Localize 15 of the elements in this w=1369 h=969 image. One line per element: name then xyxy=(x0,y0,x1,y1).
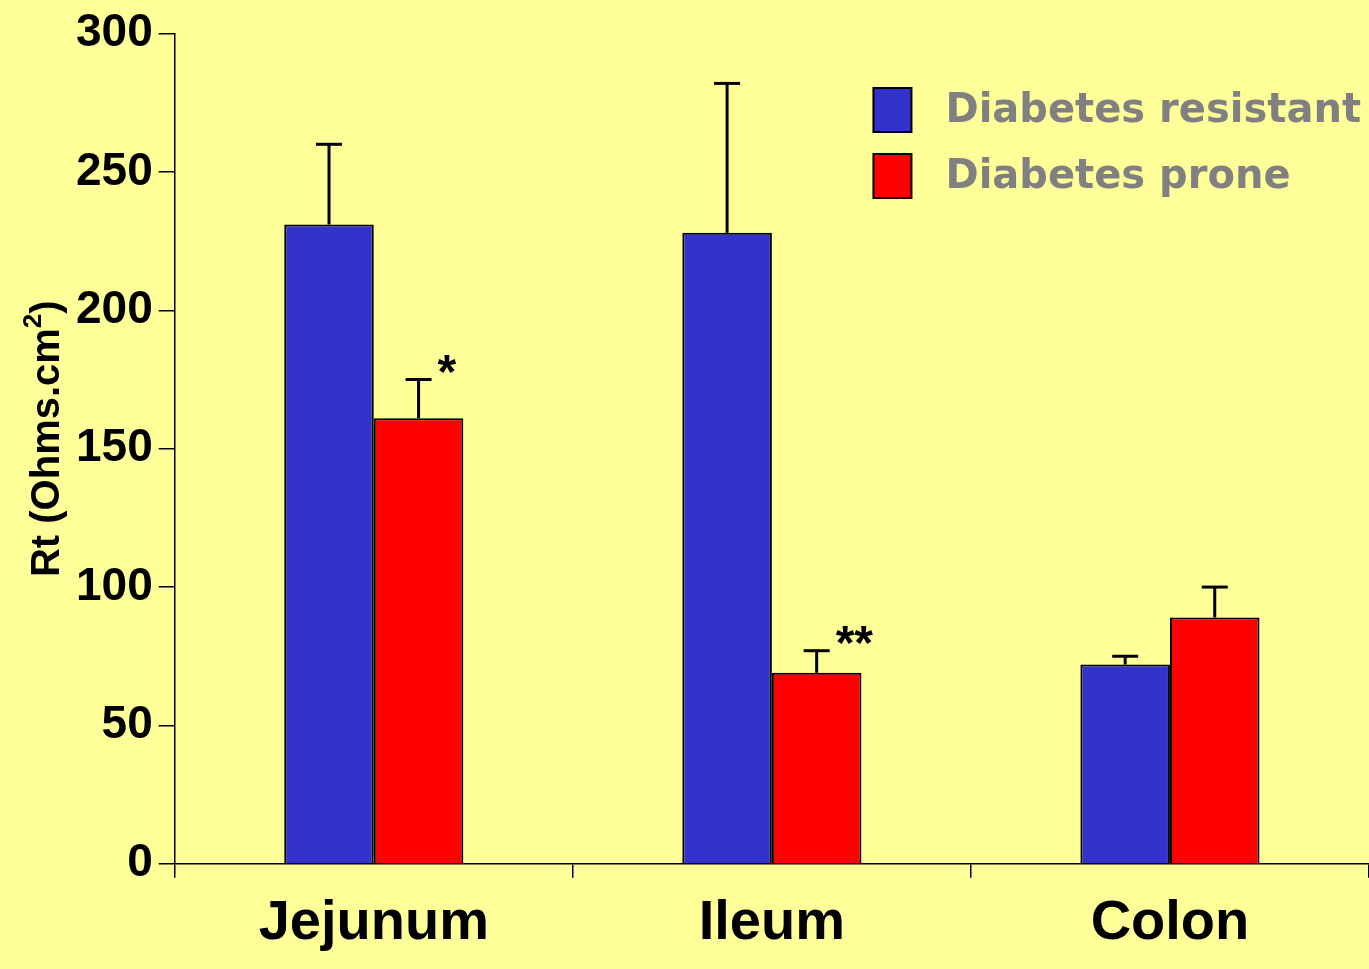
y-tick-label: 250 xyxy=(76,142,153,195)
x-tick-label: Jejunum xyxy=(258,887,489,951)
y-tick-label: 150 xyxy=(76,419,153,472)
y-tick-label: 50 xyxy=(101,696,153,749)
legend-label: Diabetes prone xyxy=(945,151,1291,198)
y-axis-title: Rt (Ohms.cm2) xyxy=(17,300,68,578)
x-tick-label: Colon xyxy=(1090,887,1250,951)
x-tick-label: Ileum xyxy=(698,887,846,951)
y-tick-label: 0 xyxy=(127,834,153,887)
annotation: ** xyxy=(835,615,874,669)
annotation: * xyxy=(437,344,457,398)
y-tick-label: 300 xyxy=(76,4,153,57)
y-tick-label: 100 xyxy=(76,557,153,610)
y-tick-label: 200 xyxy=(76,281,153,334)
legend-label: Diabetes resistant xyxy=(945,85,1361,132)
